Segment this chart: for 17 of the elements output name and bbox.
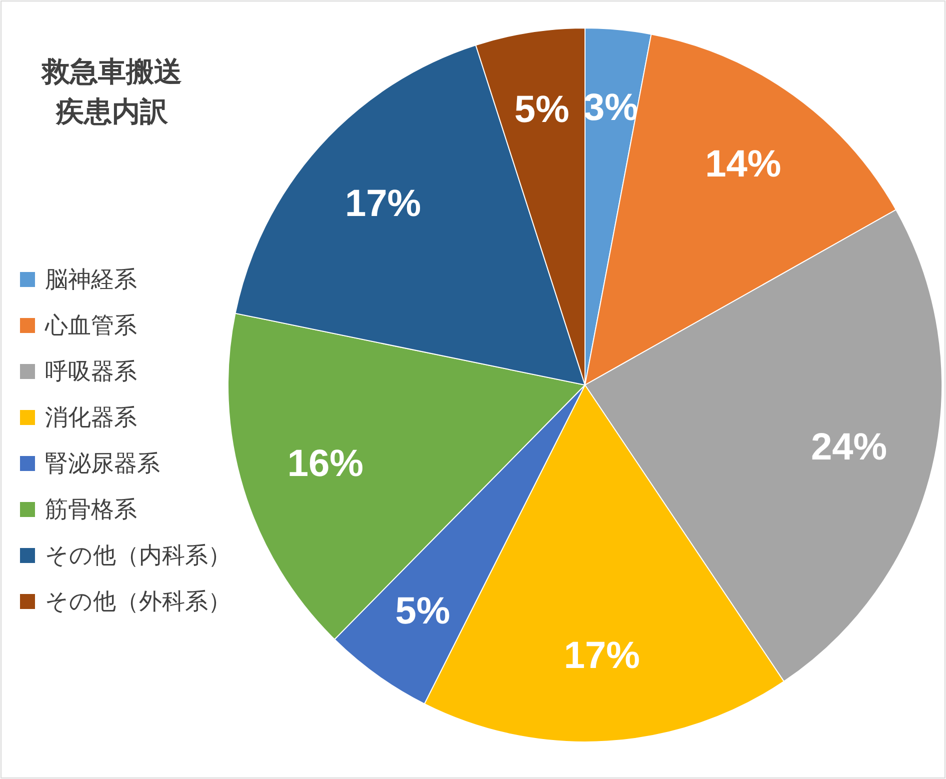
legend-label: 腎泌尿器系 [45, 451, 160, 477]
legend-label: 呼吸器系 [45, 359, 137, 385]
legend-label: 心血管系 [44, 313, 137, 339]
legend-label: 脳神経系 [45, 267, 137, 293]
legend-label: 筋骨格系 [45, 497, 137, 523]
legend-label: その他（外科系） [45, 589, 231, 615]
text: 救急車搬送疾患内訳 [40, 54, 183, 130]
data-label: 5% [395, 590, 450, 632]
data-label: 5% [514, 88, 570, 131]
data-label: 24% [810, 426, 887, 469]
data-label: 17% [564, 634, 640, 677]
data-label: 17% [344, 182, 422, 225]
data-label: 16% [287, 443, 364, 486]
data-label: 3% [583, 86, 638, 129]
legend-label: 消化器系 [45, 405, 137, 431]
legend-label: その他（内科系） [45, 543, 231, 569]
data-label: 14% [705, 144, 782, 186]
